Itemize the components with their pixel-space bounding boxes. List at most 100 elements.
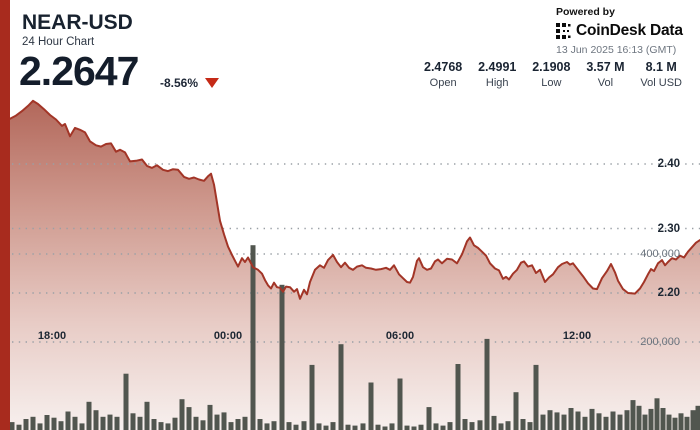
volume-bar xyxy=(235,419,241,430)
volume-bar xyxy=(16,424,22,430)
volume-bar xyxy=(440,425,446,430)
stat-vol: 3.57 M Vol xyxy=(586,60,624,89)
volume-bar xyxy=(158,422,164,430)
volume-bar xyxy=(179,399,185,430)
volume-bar xyxy=(520,419,526,430)
volume-bar xyxy=(505,421,511,430)
stat-vol-usd-value: 8.1 M xyxy=(645,60,677,74)
stat-open-value: 2.4768 xyxy=(424,60,463,74)
volume-bar xyxy=(561,414,567,430)
volume-bar xyxy=(596,413,602,430)
volume-bar xyxy=(286,422,292,430)
volume-bar xyxy=(527,422,533,430)
stat-vol-value: 3.57 M xyxy=(586,60,625,74)
volume-bar xyxy=(568,408,574,430)
brand-accent-bar xyxy=(0,0,10,430)
volume-bar xyxy=(151,419,157,430)
price-change-percent: -8.56% xyxy=(160,76,199,90)
volume-bar xyxy=(447,422,453,430)
volume-bar xyxy=(72,416,78,430)
chart-timestamp: 13 Jun 2025 16:13 (GMT) xyxy=(556,44,677,56)
volume-bar xyxy=(352,425,358,430)
stat-low-value: 2.1908 xyxy=(532,60,571,74)
volume-bar xyxy=(193,416,199,430)
volume-bar xyxy=(23,419,29,430)
chart-period-subtitle: 24 Hour Chart xyxy=(22,36,95,48)
coindesk-logo-text: CoinDesk Data xyxy=(576,22,683,39)
powered-by-block: Powered by CoinDesk Data 13 Jun 2025 16:… xyxy=(556,6,686,56)
volume-bar xyxy=(309,364,315,430)
volume-bar xyxy=(484,338,490,430)
volume-bar xyxy=(100,416,106,430)
volume-bar xyxy=(186,407,192,430)
volume-bar xyxy=(684,416,690,430)
symbol-title: NEAR-USD xyxy=(22,11,133,34)
volume-bar xyxy=(338,344,344,430)
stat-high-value: 2.4991 xyxy=(478,60,517,74)
volume-bar xyxy=(9,422,15,430)
volume-bar xyxy=(624,410,630,430)
volume-bar xyxy=(257,419,263,430)
volume-bar xyxy=(130,413,136,430)
volume-bar xyxy=(123,373,129,430)
volume-bar xyxy=(540,414,546,430)
volume-bar xyxy=(86,401,92,430)
volume-bar xyxy=(469,422,475,430)
volume-bar xyxy=(533,364,539,430)
volume-bar xyxy=(79,423,85,430)
down-arrow-icon xyxy=(205,78,220,88)
stat-open: 2.4768 Open xyxy=(424,60,462,89)
volume-bar xyxy=(382,426,388,430)
volume-bar xyxy=(582,416,588,430)
volume-bar xyxy=(30,416,36,430)
volume-bar xyxy=(404,425,410,430)
volume-bar xyxy=(137,416,143,430)
volume-bar xyxy=(293,424,299,430)
volume-bar xyxy=(630,400,636,430)
volume-bar xyxy=(554,412,560,430)
volume-bar xyxy=(144,401,150,430)
volume-bar xyxy=(301,421,307,430)
volume-bar xyxy=(65,411,71,430)
volume-bar xyxy=(279,284,285,430)
volume-bar xyxy=(51,417,57,430)
volume-bar xyxy=(242,416,248,430)
volume-bar xyxy=(678,413,684,430)
volume-bar xyxy=(389,423,395,430)
volume-bar xyxy=(672,417,678,430)
coindesk-logo[interactable]: CoinDesk Data xyxy=(556,22,686,40)
volume-bar xyxy=(368,382,374,430)
volume-bar xyxy=(491,415,497,430)
volume-bar xyxy=(462,419,468,430)
powered-by-label: Powered by xyxy=(556,6,615,18)
volume-bar xyxy=(375,424,381,430)
volume-bar xyxy=(264,423,270,430)
volume-bar xyxy=(214,414,220,430)
stat-vol-label: Vol xyxy=(597,77,614,89)
volume-bar xyxy=(330,422,336,430)
volume-bar xyxy=(411,426,417,430)
volume-bar xyxy=(58,421,64,430)
price-change-block: -8.56% xyxy=(160,76,220,90)
volume-bar xyxy=(114,416,120,430)
volume-bar xyxy=(44,415,50,430)
volume-bar xyxy=(107,414,113,430)
volume-bar xyxy=(221,412,227,430)
volume-bar xyxy=(165,423,171,430)
volume-bar xyxy=(455,364,461,430)
stat-vol-usd: 8.1 M Vol USD xyxy=(640,60,682,89)
ohlc-stats-row: 2.4768 Open 2.4991 High 2.1908 Low 3.57 … xyxy=(424,60,682,89)
volume-bar xyxy=(360,423,366,430)
volume-bar xyxy=(323,425,329,430)
volume-bar xyxy=(250,245,256,430)
price-line xyxy=(9,99,700,300)
volume-bar xyxy=(271,421,277,430)
volume-bar xyxy=(316,423,322,430)
volume-bar xyxy=(603,416,609,430)
volume-bar xyxy=(418,424,424,430)
volume-bar xyxy=(200,420,206,430)
volume-bar xyxy=(207,404,213,430)
volume-bar xyxy=(575,411,581,430)
